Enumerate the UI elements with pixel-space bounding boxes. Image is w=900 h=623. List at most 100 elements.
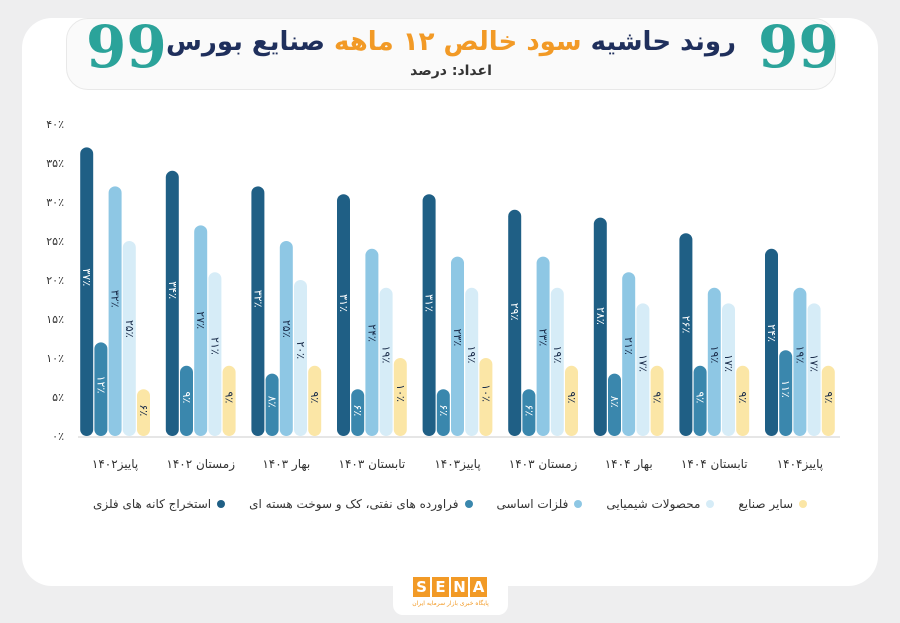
bar-value-label: ۸٪ (266, 396, 279, 408)
bar (365, 248, 379, 436)
bar-value-label: ۱۲٪ (94, 376, 107, 394)
bar-value-label: ۱۷٪ (636, 354, 649, 372)
x-category-label: پاییز۱۴۰۴ (777, 457, 823, 472)
bar (622, 272, 636, 436)
bar (479, 358, 493, 436)
bar (693, 365, 707, 436)
x-category-label: بهار ۱۴۰۳ (262, 457, 310, 472)
bar (707, 287, 721, 436)
bar (650, 365, 664, 436)
bar (679, 233, 693, 436)
bar-value-label: ۶٪ (437, 404, 450, 416)
bar-value-label: ۱۰٪ (479, 384, 492, 402)
bar (807, 303, 821, 436)
bar-value-label: ۱۹٪ (708, 346, 721, 364)
bar (222, 365, 236, 436)
y-tick-label: ۲۰٪ (46, 274, 64, 287)
x-category-label: پاییز۱۴۰۳ (434, 457, 480, 472)
bar-value-label: ۳۴٪ (166, 281, 179, 299)
chart-card (22, 18, 878, 586)
logo-tagline: پایگاه خبری بازار سرمایه ایران (412, 600, 489, 607)
legend-swatch (464, 500, 473, 508)
bar-value-label: ۳۲٪ (109, 290, 122, 308)
bar-value-label: ۱۷٪ (808, 354, 821, 372)
legend: استخراج کانه های فلزی فراورده های نفتی، ک… (0, 497, 900, 511)
bar-value-label: ۲۵٪ (123, 320, 136, 338)
bar-value-label: ۲۰٪ (294, 341, 307, 359)
y-tick-label: ۳۵٪ (46, 157, 64, 170)
logo-letter: E (432, 577, 449, 597)
bar (108, 186, 122, 436)
bar (636, 303, 650, 436)
bar (180, 365, 193, 436)
y-tick-label: ۴۰٪ (46, 118, 64, 131)
y-tick-label: ۱۰٪ (46, 352, 64, 365)
bar (536, 256, 550, 436)
bar (137, 389, 150, 436)
bar (522, 389, 536, 436)
logo-letter: A (470, 577, 487, 597)
bar-value-label: ۱۱٪ (779, 380, 792, 398)
legend-item: فلزات اساسی (497, 497, 583, 511)
bar-value-label: ۹٪ (736, 391, 749, 403)
bar (165, 170, 179, 437)
bar-value-label: ۹٪ (822, 391, 835, 403)
bar (722, 303, 735, 436)
bar (608, 373, 621, 436)
legend-swatch (799, 500, 808, 508)
bar (308, 365, 322, 436)
bar-value-label: ۹٪ (180, 391, 193, 403)
bar-value-label: ۲۴٪ (765, 324, 778, 342)
x-category-label: بهار ۱۴۰۴ (605, 457, 653, 472)
y-tick-label: ۵٪ (52, 391, 64, 404)
y-tick-label: ۱۵٪ (46, 313, 64, 326)
bar (80, 147, 94, 436)
bar (393, 358, 407, 436)
bar (436, 389, 450, 436)
bar (194, 225, 208, 436)
legend-item: استخراج کانه های فلزی (92, 497, 226, 511)
bar (122, 241, 136, 436)
bar (279, 241, 293, 436)
bar (379, 287, 393, 436)
quote-left-icon: 99 (86, 13, 167, 81)
bar-value-label: ۳۱٪ (337, 294, 350, 312)
legend-label: استخراج کانه های فلزی (92, 497, 212, 511)
bar-value-label: ۹٪ (565, 391, 578, 403)
x-category-label: تابستان ۱۴۰۳ (339, 457, 406, 471)
bar (593, 217, 607, 436)
bar-value-label: ۲۱٪ (208, 337, 221, 355)
bar (793, 287, 807, 436)
title-part1: روند حاشیه (590, 27, 737, 57)
legend-label: سایر صنایع (738, 497, 794, 511)
bar-value-label: ۱۹٪ (793, 346, 806, 364)
bar-value-label: ۲۵٪ (280, 320, 293, 338)
bar (550, 287, 564, 436)
y-tick-label: ۳۰٪ (46, 196, 64, 209)
bar (565, 365, 578, 436)
bar-value-label: ۱۰٪ (394, 384, 407, 402)
legend-label: فلزات اساسی (496, 497, 569, 511)
bar (765, 248, 778, 436)
bar-value-label: ۲۴٪ (365, 324, 378, 342)
bar (265, 373, 279, 436)
bar (451, 256, 464, 436)
legend-item: فراورده های نفتی، کک و سوخت هسته ای (249, 497, 473, 511)
bar-value-label: ۹٪ (223, 391, 236, 403)
logo-letter: N (451, 577, 468, 597)
bar (337, 194, 350, 436)
bar-value-label: ۳۲٪ (251, 290, 264, 308)
bar-value-label: ۲۳٪ (451, 328, 464, 346)
bar (294, 280, 307, 436)
bar (465, 287, 479, 436)
bar-value-label: ۶٪ (351, 404, 364, 416)
title-accent: سود خالص ۱۲ ماهه (334, 27, 582, 57)
x-category-label: زمستان ۱۴۰۲ (166, 457, 235, 472)
bar-value-label: ۳۱٪ (423, 294, 436, 312)
legend-swatch (574, 500, 583, 508)
bar-value-label: ۲۸٪ (594, 307, 607, 325)
bar-value-label: ۱۹٪ (551, 346, 564, 364)
bar-value-label: ۶٪ (522, 404, 535, 416)
